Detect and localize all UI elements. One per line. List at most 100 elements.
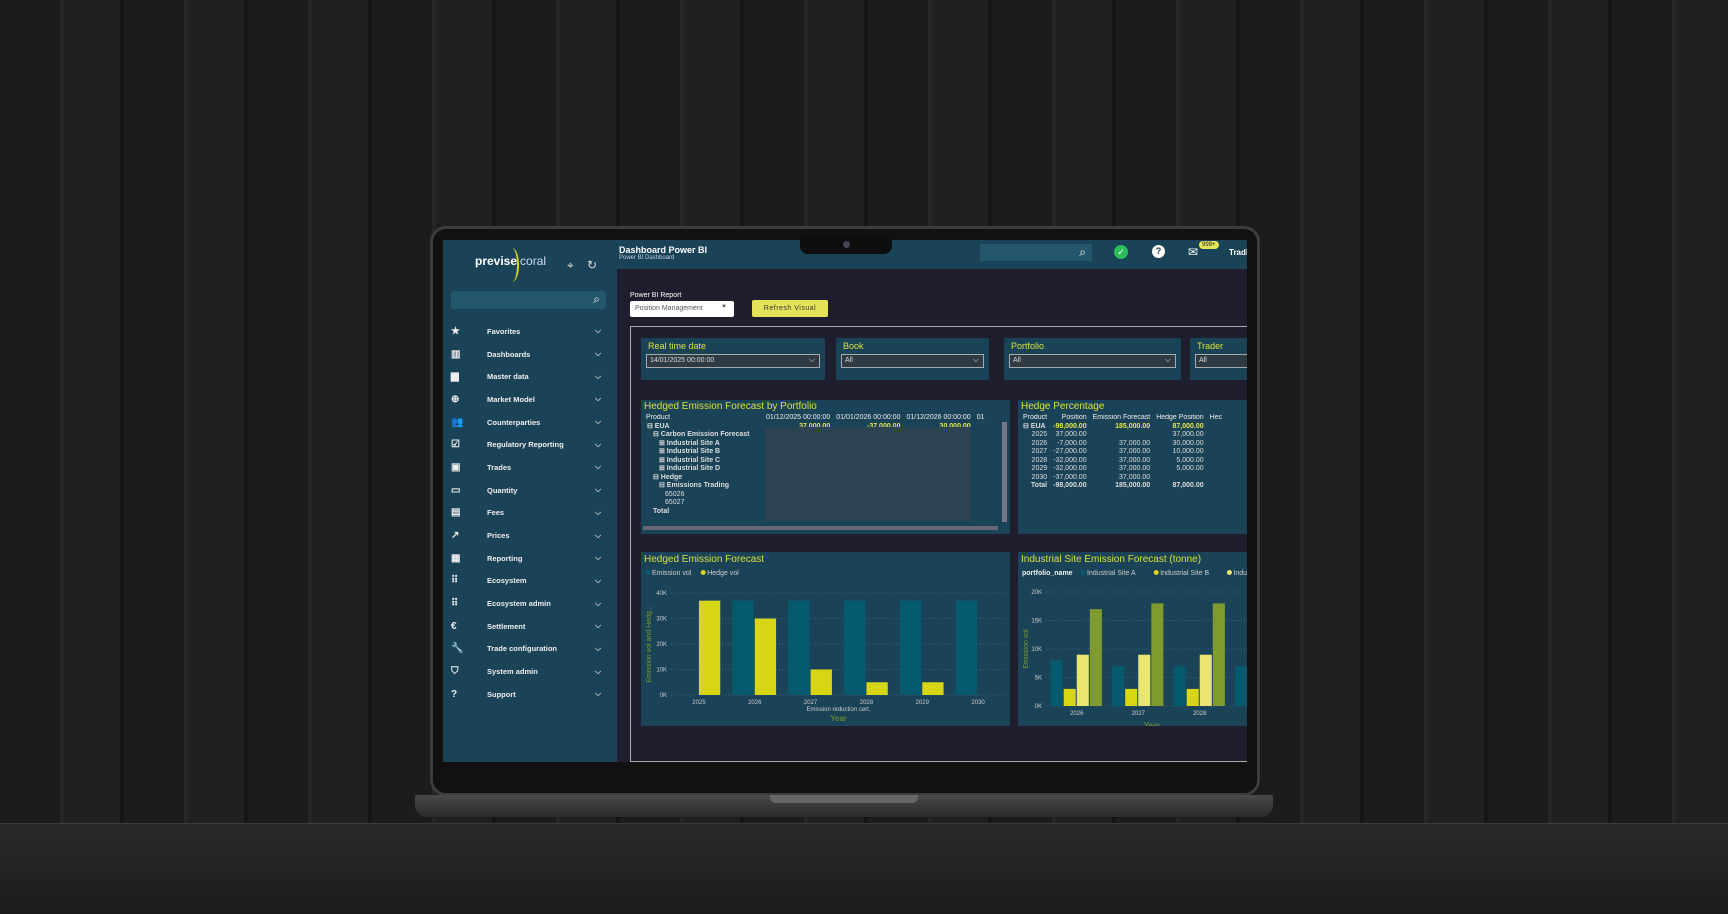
- table-row[interactable]: 2028 -32,000.00 37,000.00 5,000.00: [1031, 456, 1204, 464]
- bar[interactable]: [1076, 654, 1089, 706]
- wrench-icon: 🔧: [451, 643, 464, 655]
- x-tick-label: 2030: [971, 700, 985, 706]
- sidebar-item-market-model[interactable]: ⊕ Market Model ⌵: [443, 388, 617, 411]
- bar[interactable]: [754, 618, 777, 696]
- sidebar-item-favorites[interactable]: ★ Favorites ⌵: [443, 320, 617, 343]
- sidebar-item-ecosystem-admin[interactable]: ⠿ Ecosystem admin ⌵: [443, 592, 617, 615]
- bar[interactable]: [866, 682, 888, 695]
- bar[interactable]: [1089, 609, 1102, 706]
- sidebar-item-master-data[interactable]: ▆ Master data ⌵: [443, 365, 617, 388]
- global-search-input[interactable]: ⌕: [980, 244, 1092, 261]
- real-time-date-dropdown[interactable]: 14/01/2025 00:00:00 ⌵: [646, 354, 820, 368]
- chevron-down-icon: ⌵: [595, 417, 602, 427]
- sidebar-item-counterparties[interactable]: 👥 Counterparties ⌵: [443, 411, 617, 434]
- legend-label: Industrial Site A: [1087, 570, 1136, 577]
- y-tick-label: 5K: [1035, 676, 1042, 682]
- card-icon: ▤: [451, 507, 461, 519]
- bar[interactable]: [1212, 603, 1225, 706]
- y-tick-label: 15K: [1031, 619, 1042, 625]
- help-icon[interactable]: ?: [1152, 245, 1165, 258]
- bar[interactable]: [1235, 666, 1247, 706]
- sidebar-item-regulatory-reporting[interactable]: ☑ Regulatory Reporting ⌵: [443, 433, 617, 456]
- sidebar-item-ecosystem[interactable]: ⠿ Ecosystem ⌵: [443, 570, 617, 593]
- x-tick-label: 2027: [804, 700, 818, 706]
- bar[interactable]: [922, 682, 944, 695]
- background-shelf: [0, 823, 1728, 914]
- sidebar-item-dashboards[interactable]: ▥ Dashboards ⌵: [443, 343, 617, 366]
- table-row[interactable]: 2026 -7,000.00 37,000.00 30,000.00: [1031, 439, 1204, 447]
- y-tick-label: 0K: [660, 693, 667, 699]
- chevron-down-icon: ⌵: [595, 575, 602, 585]
- x-tick-label: 2028: [860, 700, 874, 706]
- table-header: Product Position Emission Forecast Hedge Po…: [1023, 414, 1223, 421]
- dashboard-icon: ▥: [451, 348, 461, 360]
- bar[interactable]: [698, 600, 721, 695]
- y-tick-label: 10K: [656, 668, 667, 674]
- table-row[interactable]: 2029 -32,000.00 37,000.00 5,000.00: [1031, 465, 1204, 472]
- chevron-down-icon: ⌵: [595, 439, 602, 449]
- bar[interactable]: [1186, 688, 1199, 706]
- bar[interactable]: [955, 600, 978, 695]
- search-icon: ⌕: [1079, 245, 1086, 259]
- chevron-down-icon: ⌵: [595, 485, 602, 495]
- sidebar-item-prices[interactable]: ↗ Prices ⌵: [443, 524, 617, 547]
- help-circle-icon: ?: [451, 688, 458, 700]
- bar[interactable]: [1199, 654, 1212, 706]
- sidebar-item-reporting[interactable]: ▦ Reporting ⌵: [443, 547, 617, 570]
- bar[interactable]: [1050, 660, 1063, 706]
- sidebar-item-system-admin[interactable]: ⛉ System admin ⌵: [443, 660, 617, 683]
- screen: previse coral ⌖ ↻ ⌕ ★ Favorites ⌵ ▥ Dashboard…: [443, 240, 1247, 762]
- table-row[interactable]: 2025 37,000.00 37,000.00: [1031, 431, 1204, 438]
- vertical-scrollbar[interactable]: [1002, 422, 1007, 522]
- table-row[interactable]: 2027 -27,000.00 37,000.00 10,000.00: [1031, 448, 1204, 455]
- trend-icon: ↗: [451, 530, 460, 542]
- sidebar-search-input[interactable]: ⌕: [451, 291, 606, 309]
- bar[interactable]: [732, 600, 754, 695]
- x-tick-label: 2027: [1132, 711, 1146, 717]
- sidebar-item-fees[interactable]: ▤ Fees ⌵: [443, 502, 617, 525]
- sidebar-item-trades[interactable]: ▣ Trades ⌵: [443, 456, 617, 479]
- x-tick-label: 2028: [1193, 711, 1207, 717]
- bar[interactable]: [899, 600, 922, 695]
- search-icon: ⌕: [593, 292, 600, 306]
- chevron-down-icon: ⌵: [595, 326, 602, 336]
- bar[interactable]: [1125, 688, 1138, 706]
- bar[interactable]: [1151, 603, 1164, 706]
- grid-icon: ⠿: [451, 598, 459, 610]
- x-tick-label: 2026: [1070, 711, 1084, 717]
- status-ok-icon[interactable]: ✓: [1114, 245, 1128, 259]
- chevron-down-icon: ⌵: [595, 553, 602, 563]
- chevron-down-icon: ⌵: [595, 530, 602, 540]
- portfolio-dropdown[interactable]: All ⌵: [1009, 354, 1176, 368]
- powerbi-report: Real time date 14/01/2025 00:00:00 ⌵ Book A…: [630, 326, 1247, 762]
- report-select[interactable]: Position Management ▼: [630, 301, 734, 317]
- bar[interactable]: [1173, 666, 1186, 706]
- bar[interactable]: [1112, 666, 1125, 706]
- table-row[interactable]: ⊟ EUA 37,000.00 -37,000.00 30,000.00: [647, 422, 971, 430]
- book-dropdown[interactable]: All ⌵: [841, 354, 984, 368]
- table-row[interactable]: ⊟ EUA -98,000.00 185,000.00 87,000.00: [1023, 422, 1204, 430]
- sidebar-item-support[interactable]: ? Support ⌵: [443, 683, 617, 706]
- sidebar-item-settlement[interactable]: € Settlement ⌵: [443, 615, 617, 638]
- bar[interactable]: [1063, 688, 1076, 706]
- sidebar-item-trade-configuration[interactable]: 🔧 Trade configuration ⌵: [443, 638, 617, 661]
- trader-dropdown[interactable]: All: [1195, 354, 1247, 368]
- table-row[interactable]: 2030 -37,000.00 37,000.00: [1031, 473, 1151, 481]
- mail-icon[interactable]: ✉: [1188, 245, 1199, 259]
- chevron-down-icon: ⌵: [595, 643, 602, 653]
- horizontal-scrollbar[interactable]: [643, 526, 998, 530]
- bar[interactable]: [1138, 654, 1151, 706]
- folder-icon: ▆: [451, 371, 459, 383]
- x-tick-label: 2025: [692, 700, 706, 706]
- refresh-icon[interactable]: ↻: [587, 258, 598, 272]
- user-menu[interactable]: Tradi: [1229, 248, 1247, 257]
- bar[interactable]: [788, 600, 810, 695]
- legend-marker: [700, 570, 706, 575]
- unpin-icon[interactable]: ⌖: [567, 258, 574, 272]
- hedged-emission-by-portfolio-table: Hedged Emission Forecast by Portfolio Pr…: [641, 400, 1010, 534]
- bar[interactable]: [810, 669, 832, 696]
- legend-marker: [1080, 570, 1086, 575]
- refresh-visual-button[interactable]: Refresh Visual: [752, 300, 828, 317]
- sidebar-item-quantity[interactable]: ▭ Quantity ⌵: [443, 479, 617, 502]
- bar[interactable]: [844, 600, 866, 695]
